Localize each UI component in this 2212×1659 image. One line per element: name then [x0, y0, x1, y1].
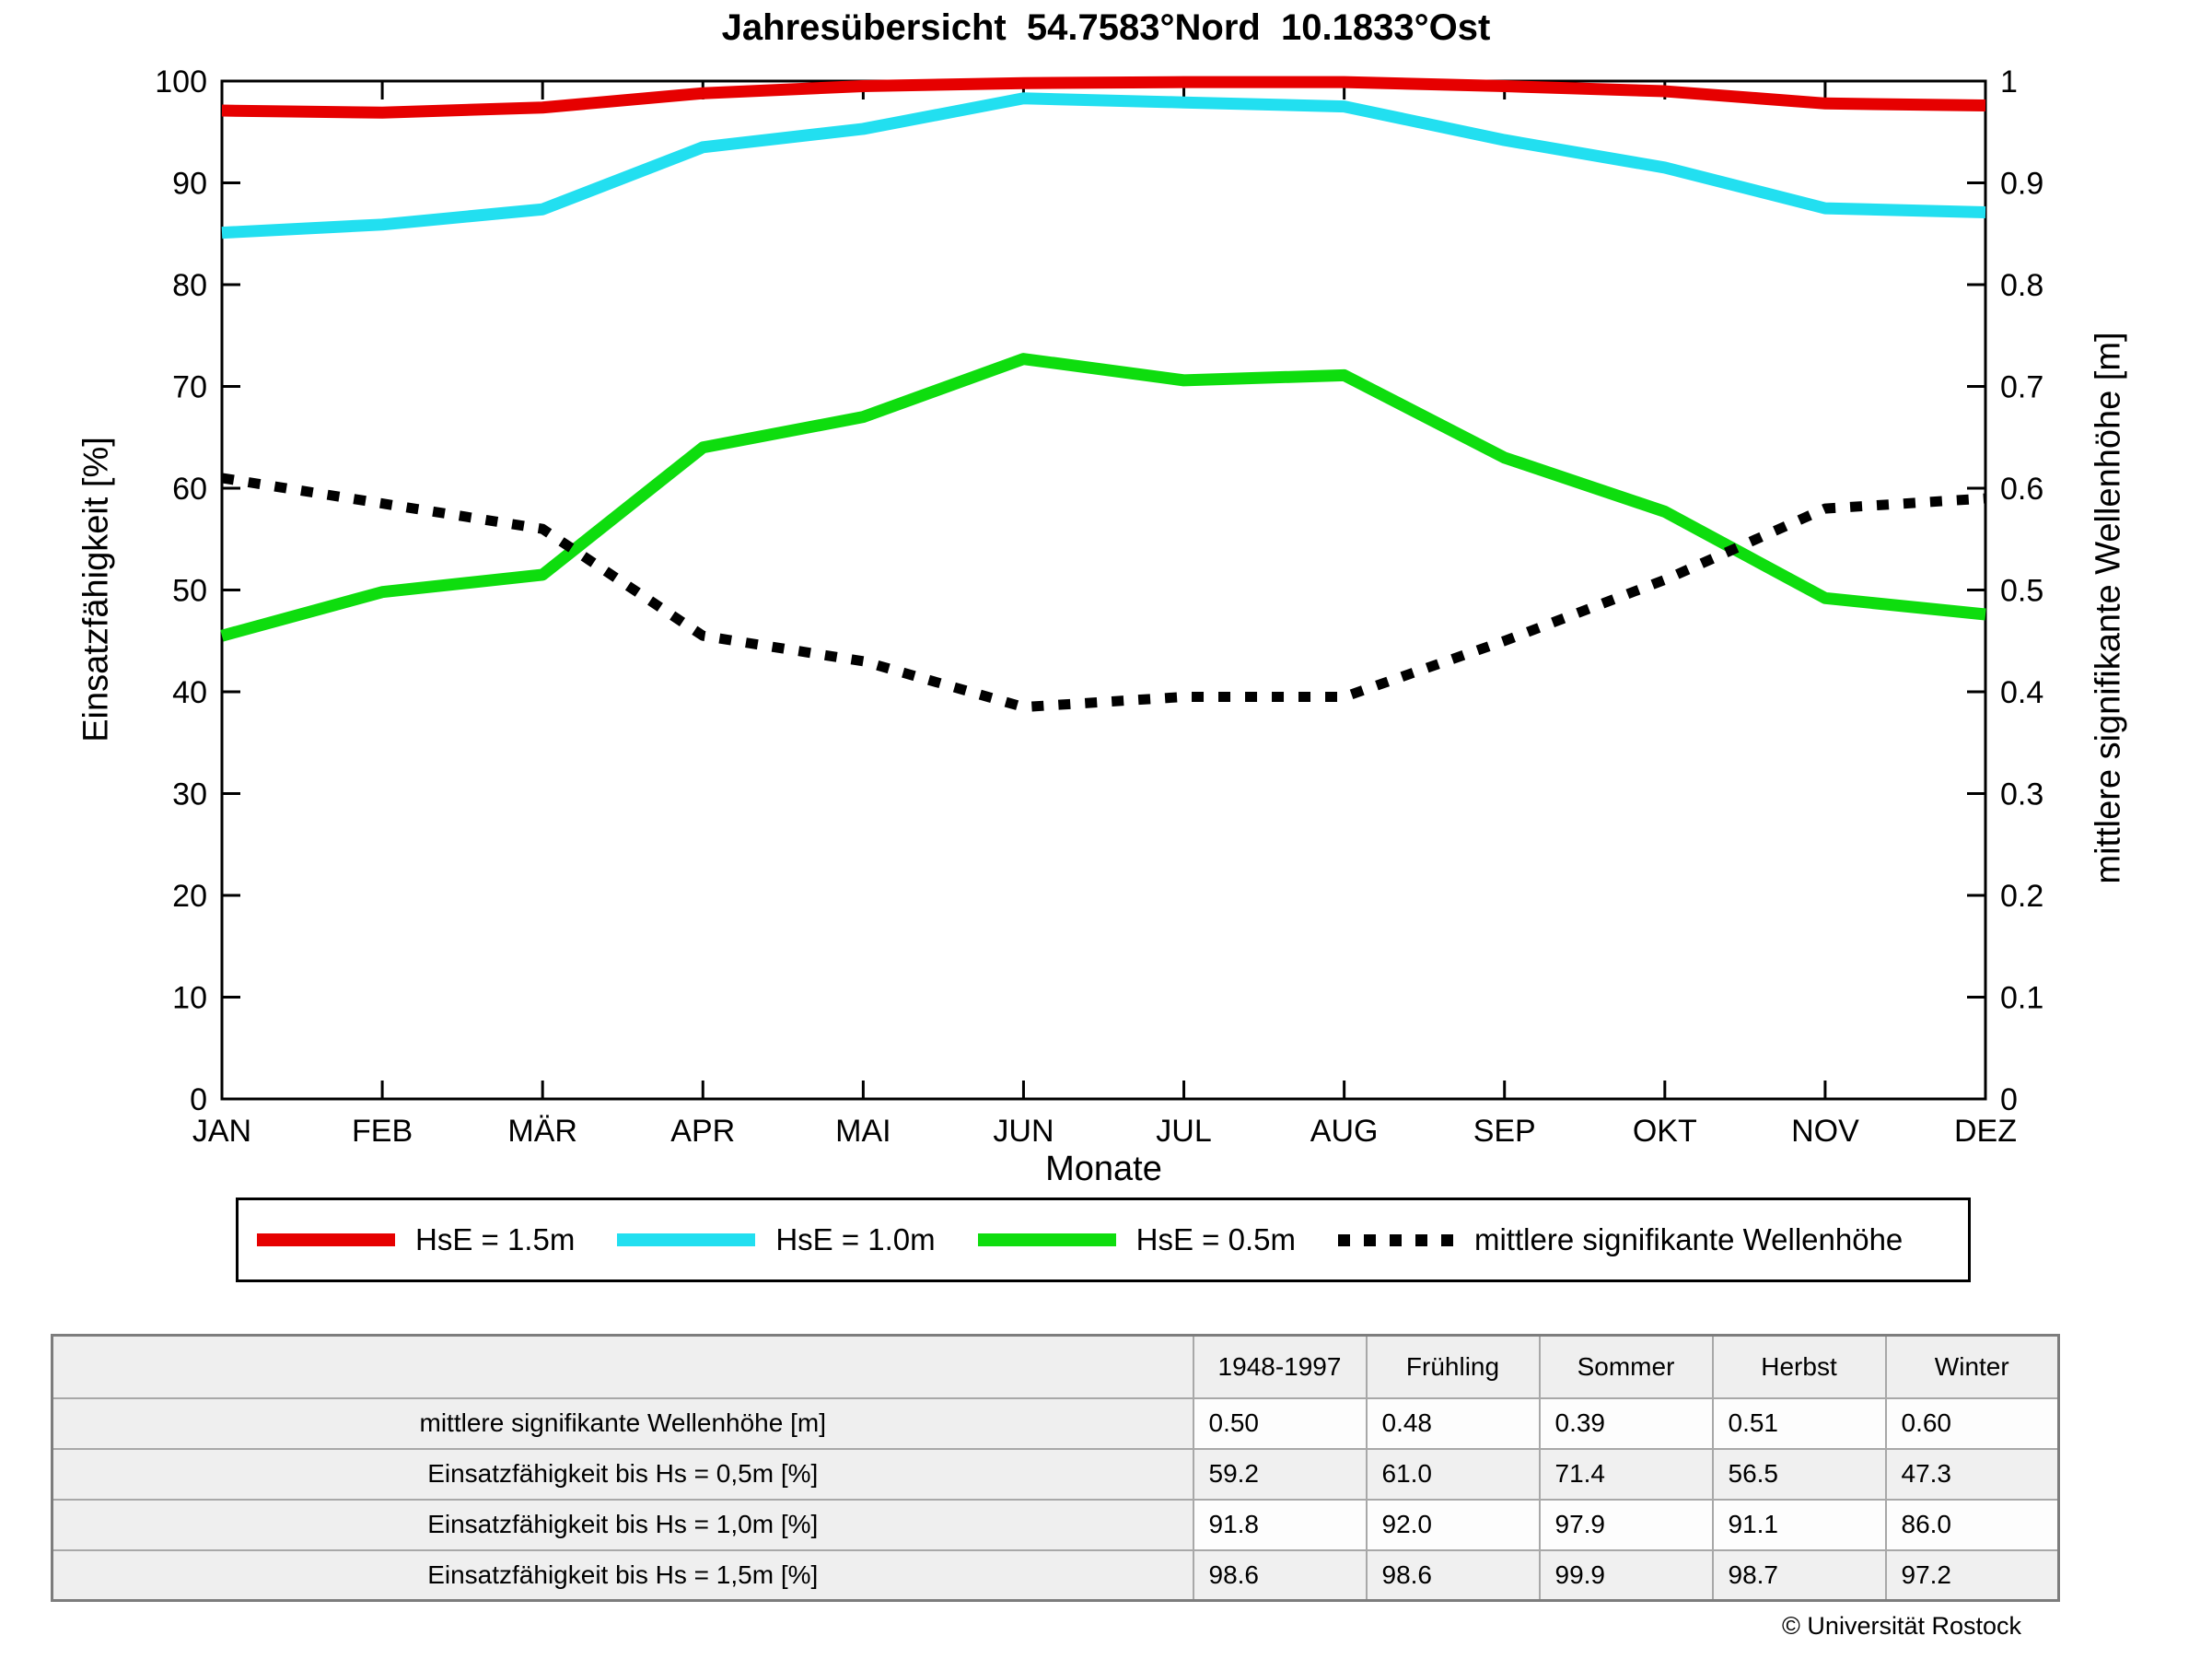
x-tick-label: DEZ — [1954, 1114, 2017, 1149]
y-tick-label-right: 0.3 — [2000, 777, 2043, 812]
x-tick-label: NOV — [1791, 1114, 1859, 1149]
table-value-cell: 92.0 — [1365, 1498, 1541, 1551]
table-value-cell: 0.48 — [1365, 1396, 1541, 1450]
x-tick-label: FEB — [352, 1114, 413, 1149]
legend-label-1: HsE = 1.5m — [415, 1222, 576, 1256]
y-tick-label-left: 10 — [172, 980, 207, 1015]
y-tick-label-left: 30 — [172, 777, 207, 812]
x-tick-label: OKT — [1633, 1114, 1697, 1149]
y-axis-label-left: Einsatzfähigkeit [%] — [76, 437, 116, 742]
legend-label-3: HsE = 0.5m — [1135, 1222, 1296, 1256]
chart-title: Jahresübersicht 54.7583°Nord 10.1833°Ost — [721, 7, 1491, 48]
table-value-cell: 47.3 — [1884, 1447, 2060, 1501]
y-tick-label-left: 20 — [172, 879, 207, 914]
x-tick-label: MAI — [835, 1114, 891, 1149]
table-row-label: mittlere signifikante Wellenhöhe [m] — [51, 1396, 1194, 1450]
y-axis-ticks: 0 10 20 30 40 50 60 70 80 90 100 0 0.1 0.2 0.3 0.4 0.5 0.… — [155, 64, 2043, 1117]
table-value-cell: 0.51 — [1711, 1396, 1887, 1450]
table-value-cell: 97.2 — [1884, 1548, 2060, 1602]
y-tick-label-left: 70 — [172, 369, 207, 404]
table-column-header: Sommer — [1538, 1334, 1714, 1399]
legend-swatch-4 — [1337, 1233, 1454, 1246]
chart-legend: HsE = 1.5m HsE = 1.0m HsE = 0.5m mittlere s… — [236, 1198, 1971, 1282]
legend-label-4: mittlere signifikante Wellenhöhe — [1473, 1222, 1903, 1256]
table-column-header: 1948-1997 — [1192, 1334, 1368, 1399]
table-value-cell: 0.60 — [1884, 1396, 2060, 1450]
table-value-cell: 71.4 — [1538, 1447, 1714, 1501]
x-tick-label: MÄR — [507, 1114, 577, 1149]
series-line-2 — [221, 92, 1986, 240]
table-row-label: Einsatzfähigkeit bis Hs = 1,5m [%] — [51, 1548, 1194, 1602]
x-tick-label: JUL — [1156, 1114, 1211, 1149]
legend-item-1: HsE = 1.5m — [257, 1222, 575, 1257]
table-row: Einsatzfähigkeit bis Hs = 1,0m [%] 91.8 92… — [51, 1498, 2060, 1551]
series-line-3 — [220, 353, 1986, 642]
y-tick-label-left: 0 — [190, 1082, 207, 1117]
table-column-header: Winter — [1884, 1334, 2060, 1399]
legend-label-2: HsE = 1.0m — [775, 1222, 936, 1256]
table-row-label: Einsatzfähigkeit bis Hs = 0,5m [%] — [51, 1447, 1194, 1501]
y-tick-label-right: 1 — [2000, 64, 2018, 99]
y-tick-label-left: 40 — [172, 675, 207, 710]
table-value-cell: 97.9 — [1538, 1498, 1714, 1551]
chart-plot: 0 10 20 30 40 50 60 70 80 90 100 0 0.1 0.2 0.3 0.4 0.5 0.… — [155, 64, 2043, 1149]
y-tick-label-left: 90 — [172, 166, 207, 201]
y-axis-label-right: mittlere signifikante Wellenhöhe [m] — [2089, 332, 2128, 884]
x-tick-label: AUG — [1310, 1114, 1379, 1149]
x-axis-label: Monate — [1045, 1150, 1162, 1188]
legend-item-4: mittlere signifikante Wellenhöhe — [1337, 1222, 1903, 1257]
y-tick-label-left: 80 — [172, 268, 207, 303]
x-tick-label: JUN — [993, 1114, 1054, 1149]
table-value-cell: 56.5 — [1711, 1447, 1887, 1501]
y-tick-label-right: 0 — [2000, 1082, 2018, 1117]
table-value-cell: 59.2 — [1192, 1447, 1368, 1501]
table-value-cell: 98.6 — [1365, 1548, 1541, 1602]
series-line-4 — [221, 473, 1986, 713]
x-tick-label: APR — [670, 1114, 735, 1149]
table-row: mittlere signifikante Wellenhöhe [m] 0.50… — [51, 1396, 2060, 1450]
legend-item-3: HsE = 0.5m — [977, 1222, 1296, 1257]
table-value-cell: 91.8 — [1192, 1498, 1368, 1551]
seasonal-stats-table: 1948-1997 Frühling Sommer Herbst Winter mittl… — [51, 1334, 2060, 1602]
table-column-header: Frühling — [1365, 1334, 1541, 1399]
table-value-cell: 61.0 — [1365, 1447, 1541, 1501]
legend-swatch-3 — [977, 1233, 1116, 1246]
table-value-cell: 98.7 — [1711, 1548, 1887, 1602]
y-tick-label-left: 60 — [172, 472, 207, 507]
y-tick-label-right: 0.9 — [2000, 166, 2043, 201]
series-line-1 — [221, 76, 1986, 119]
table-corner-cell — [51, 1334, 1194, 1399]
table-value-cell: 98.6 — [1192, 1548, 1368, 1602]
x-axis-ticks: JAN FEB MÄR APR MAI JUN JUL AUG SEP OKT NOV DEZ — [192, 81, 2017, 1149]
legend-swatch-1 — [257, 1233, 395, 1246]
y-tick-label-left: 100 — [155, 64, 207, 99]
table-row-label: Einsatzfähigkeit bis Hs = 1,0m [%] — [51, 1498, 1194, 1551]
y-tick-label-right: 0.4 — [2000, 675, 2043, 710]
x-tick-label: SEP — [1473, 1114, 1536, 1149]
x-tick-label: JAN — [192, 1114, 251, 1149]
y-tick-label-right: 0.5 — [2000, 573, 2043, 608]
y-tick-label-right: 0.2 — [2000, 879, 2043, 914]
table-row: Einsatzfähigkeit bis Hs = 1,5m [%] 98.6 98… — [51, 1548, 2060, 1602]
table-value-cell: 99.9 — [1538, 1548, 1714, 1602]
y-tick-label-right: 0.7 — [2000, 369, 2043, 404]
y-tick-label-right: 0.1 — [2000, 980, 2043, 1015]
table-value-cell: 86.0 — [1884, 1498, 2060, 1551]
y-tick-label-right: 0.6 — [2000, 472, 2043, 507]
plot-frame — [220, 79, 1987, 1101]
table-header-row: 1948-1997 Frühling Sommer Herbst Winter — [51, 1334, 2060, 1399]
y-tick-label-left: 50 — [172, 573, 207, 608]
legend-swatch-2 — [617, 1233, 756, 1246]
table-row: Einsatzfähigkeit bis Hs = 0,5m [%] 59.2 61… — [51, 1447, 2060, 1501]
table-column-header: Herbst — [1711, 1334, 1887, 1399]
legend-item-2: HsE = 1.0m — [617, 1222, 936, 1257]
copyright-text: © Universität Rostock — [1782, 1612, 2021, 1640]
table-value-cell: 91.1 — [1711, 1498, 1887, 1551]
table-value-cell: 0.50 — [1192, 1396, 1368, 1450]
table-value-cell: 0.39 — [1538, 1396, 1714, 1450]
y-tick-label-right: 0.8 — [2000, 268, 2043, 303]
